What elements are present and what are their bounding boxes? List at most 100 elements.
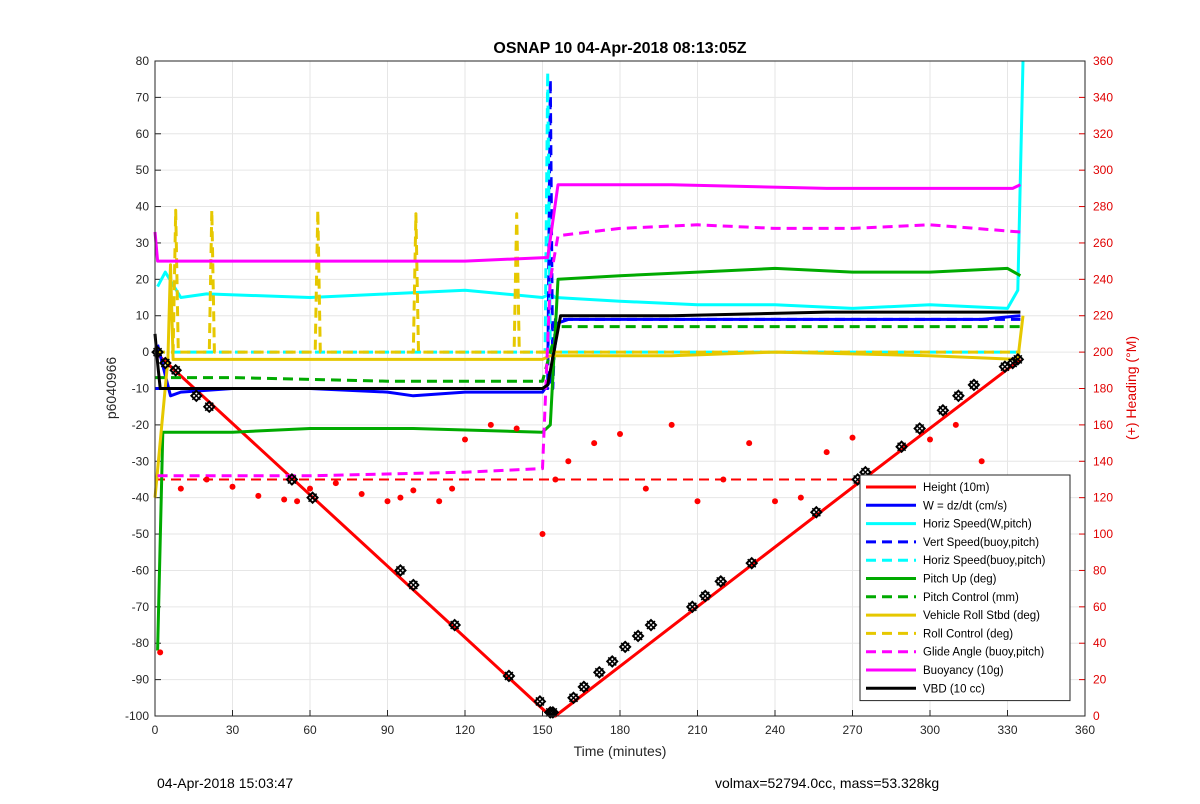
marker-cross [160, 358, 170, 368]
marker-cross [716, 576, 726, 586]
legend-label: Horiz Speed(W,pitch) [923, 519, 1032, 531]
heading-dot [746, 440, 753, 447]
marker-diamond [202, 400, 216, 414]
chart-title: OSNAP 10 04-Apr-2018 08:13:05Z [493, 40, 746, 57]
legend-label: Glide Angle (buoy,pitch) [923, 647, 1044, 659]
height-marker [406, 578, 420, 592]
x-tick-label: 90 [381, 723, 395, 737]
marker-cross [450, 620, 460, 630]
y-tick-label: -60 [132, 563, 150, 577]
series-line [153, 183, 1022, 263]
marker-diamond [714, 574, 728, 588]
height-marker [592, 665, 606, 679]
marker-diamond [158, 356, 172, 370]
marker-diamond [685, 600, 699, 614]
y2-axis-label: (+) Heading (°M) [1123, 336, 1139, 440]
marker-cross [308, 493, 318, 503]
y2-tick-label: 140 [1093, 454, 1113, 468]
y-axis-label: p6040966 [103, 357, 119, 420]
y-tick-label: -20 [132, 418, 150, 432]
marker-diamond [913, 422, 927, 435]
marker-cross [953, 391, 963, 401]
heading-dot [694, 498, 701, 505]
y2-tick-label: 160 [1093, 418, 1113, 432]
y-tick-label: 80 [136, 54, 150, 68]
heading-dot [642, 485, 649, 492]
y2-tick-label: 180 [1093, 382, 1113, 396]
y2-tick-label: 360 [1093, 54, 1113, 68]
height-marker [502, 669, 516, 683]
series-line [153, 310, 1021, 390]
marker-diamond [952, 389, 965, 403]
marker-diamond [406, 578, 420, 592]
heading-dot [462, 436, 468, 443]
marker-cross [633, 631, 643, 641]
heading-dot [668, 421, 675, 428]
heading-dot [294, 498, 301, 505]
y-tick-label: -50 [132, 527, 150, 541]
marker-diamond [895, 440, 908, 454]
marker-cross [395, 565, 405, 575]
marker-cross [646, 620, 656, 630]
plot-frame [154, 60, 1086, 717]
heading-dot [552, 476, 559, 483]
height-marker [306, 491, 319, 505]
heading-dot [358, 491, 365, 498]
heading-dot [487, 421, 494, 428]
heading-dot [229, 483, 236, 490]
height-marker [967, 378, 981, 392]
height-marker [1011, 352, 1025, 366]
heading-dot [449, 485, 456, 492]
height-marker [189, 389, 203, 403]
series-line [157, 223, 1021, 478]
x-tick-label: 360 [1075, 723, 1095, 737]
x-tick-label: 210 [687, 723, 707, 737]
x-tick-label: 60 [303, 723, 317, 737]
y2-tick-label: 220 [1093, 309, 1113, 323]
heading-dot [410, 487, 417, 494]
y2-axis: 3603403203002802602402202001801601401201… [1079, 54, 1113, 723]
marker-cross [915, 423, 925, 434]
marker-diamond [285, 473, 299, 486]
marker-diamond [631, 629, 645, 643]
height-marker [169, 363, 183, 377]
height-marker [618, 640, 632, 654]
y-tick-label: 30 [136, 236, 150, 250]
heading-dot [436, 498, 443, 505]
y-tick-label: -80 [132, 636, 150, 650]
marker-diamond [577, 680, 591, 694]
heading-dot [720, 476, 727, 483]
heading-dot [307, 485, 313, 492]
y-tick-label: 10 [136, 309, 150, 323]
marker-cross [687, 602, 697, 612]
footer-stats: volmax=52794.0cc, mass=53.328kg [715, 775, 940, 791]
marker-cross [607, 656, 617, 666]
legend-label: Vehicle Roll Stbd (deg) [923, 610, 1040, 622]
marker-cross [548, 707, 558, 717]
heading-dot [281, 496, 288, 503]
marker-diamond [698, 589, 712, 603]
height-marker [644, 618, 658, 632]
y-tick-label: 60 [136, 127, 150, 141]
height-marker [631, 629, 645, 643]
marker-cross [969, 380, 979, 390]
legend-label: Horiz Speed(buoy,pitch) [923, 555, 1046, 567]
height-marker [158, 356, 172, 370]
marker-diamond [605, 655, 619, 668]
y2-tick-label: 120 [1093, 491, 1113, 505]
series-line [155, 325, 1021, 383]
y2-tick-label: 340 [1093, 90, 1113, 104]
heading-dot [978, 458, 985, 465]
heading-dot [591, 440, 598, 447]
height-marker [895, 440, 908, 454]
heading-dot [255, 492, 262, 499]
legend-label: Pitch Control (mm) [923, 592, 1019, 604]
height-marker [745, 556, 759, 570]
y2-tick-label: 200 [1093, 345, 1113, 359]
marker-cross [1013, 354, 1023, 364]
x-axis-label: Time (minutes) [574, 743, 667, 759]
legend-label: Vert Speed(buoy,pitch) [923, 537, 1039, 549]
legend-label: Buoyancy (10g) [923, 665, 1004, 677]
marker-diamond [533, 695, 547, 708]
height-marker [698, 589, 712, 603]
